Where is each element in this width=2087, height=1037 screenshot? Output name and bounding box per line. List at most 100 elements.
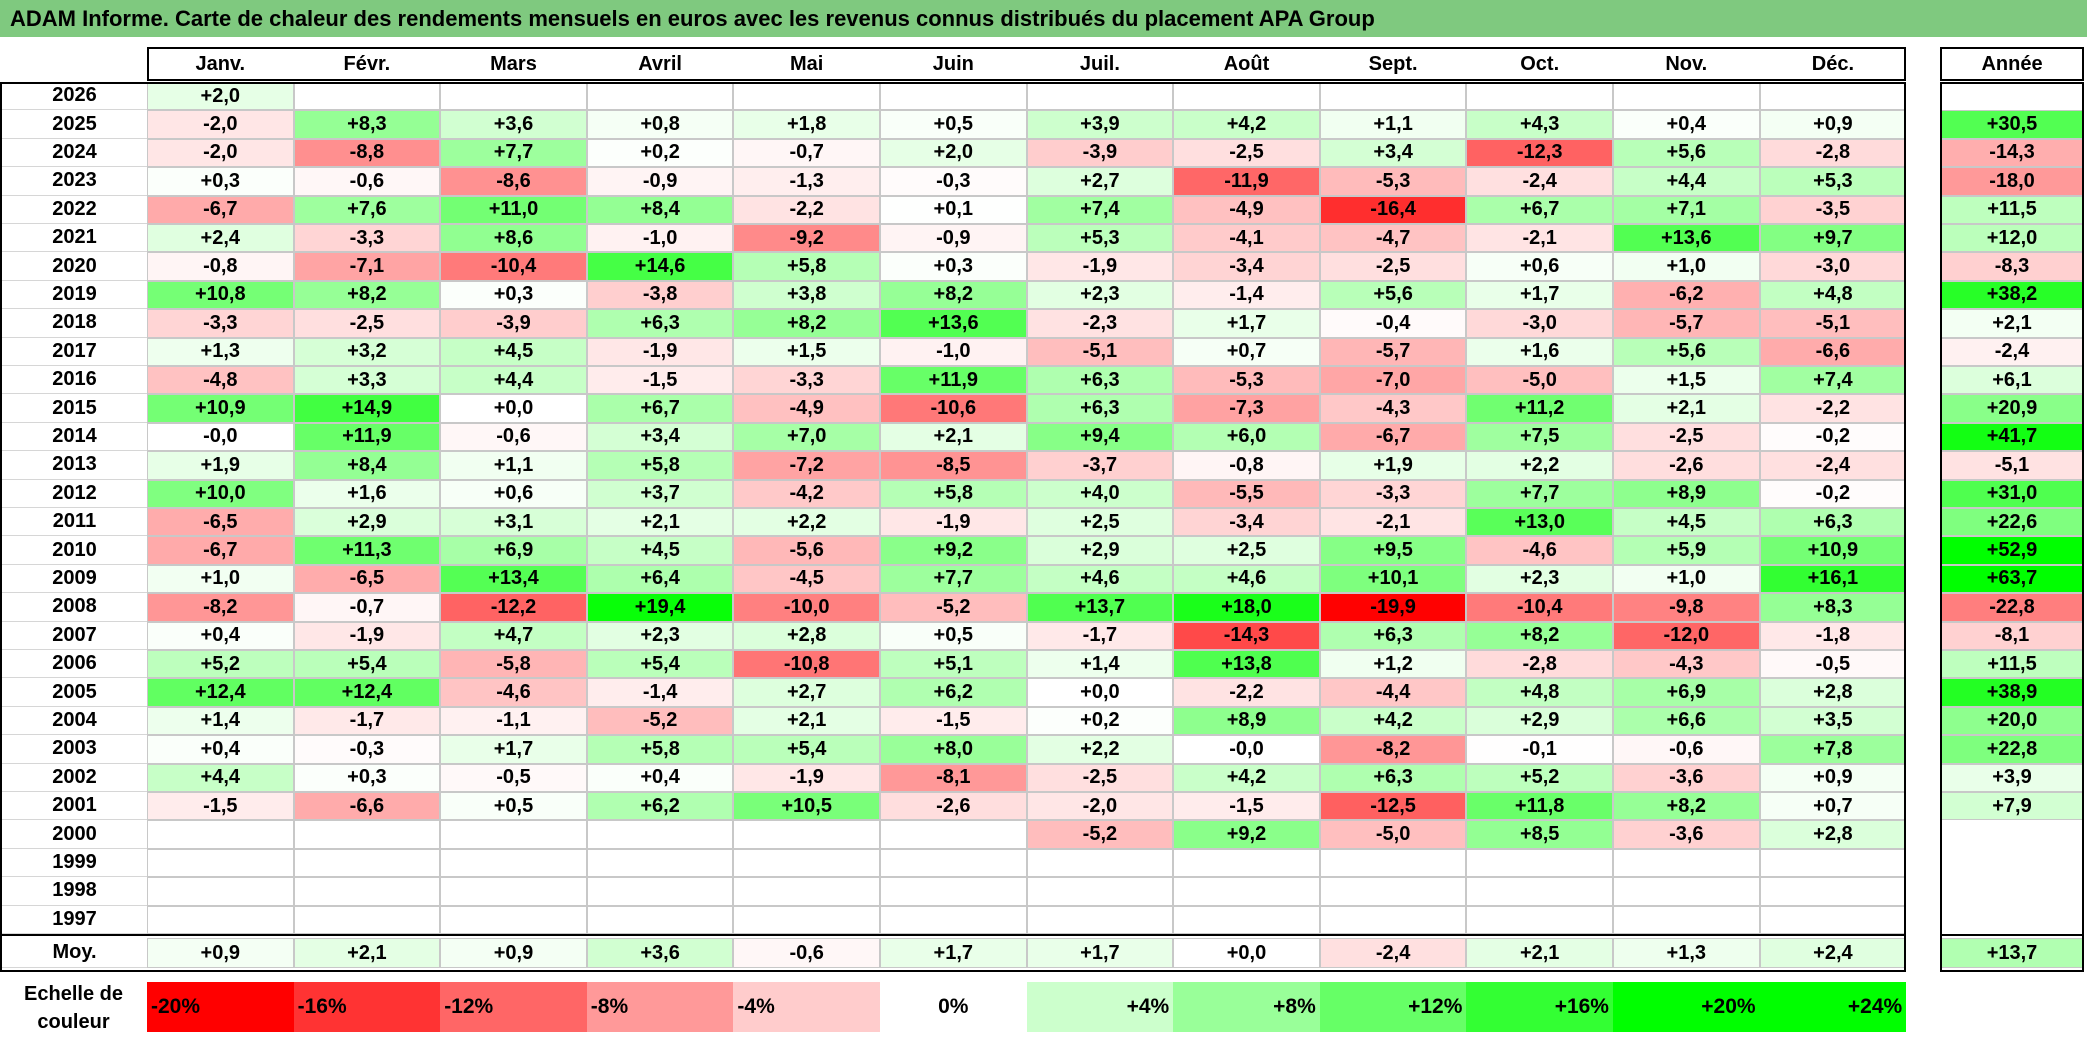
heatmap-cell bbox=[880, 848, 1027, 878]
heatmap-cell: -10,4 bbox=[440, 252, 587, 281]
month-header: Févr. bbox=[343, 52, 391, 75]
heatmap-cell: +8,2 bbox=[293, 280, 441, 310]
heatmap-cell: -5,3 bbox=[1173, 366, 1320, 395]
heatmap-cell: -3,0 bbox=[1759, 252, 1907, 281]
heatmap-cell: +2,8 bbox=[1759, 820, 1907, 849]
heatmap-cell: -7,3 bbox=[1173, 394, 1320, 423]
heatmap-cell bbox=[1613, 877, 1760, 906]
heatmap-cell: +2,9 bbox=[293, 508, 441, 537]
heatmap-cell bbox=[1026, 82, 1174, 111]
month-header: Août bbox=[1223, 52, 1270, 75]
heatmap-cell bbox=[1759, 905, 1907, 934]
heatmap-cell: -6,2 bbox=[1613, 280, 1760, 310]
annual-cell: +11,5 bbox=[1940, 195, 2084, 224]
heatmap-cell: -7,1 bbox=[293, 252, 441, 281]
heatmap-cell bbox=[733, 82, 880, 111]
heatmap-cell: -3,9 bbox=[440, 309, 587, 338]
heatmap-cell: +16,1 bbox=[1759, 564, 1907, 594]
heatmap-cell: +1,1 bbox=[440, 451, 587, 480]
heatmap-cell: -5,5 bbox=[1173, 479, 1320, 508]
heatmap-cell: +5,1 bbox=[880, 650, 1027, 679]
heatmap-cell: +2,1 bbox=[586, 508, 734, 537]
month-header: Juil. bbox=[1079, 52, 1120, 75]
heatmap-cell: +2,3 bbox=[586, 621, 734, 650]
heatmap-cell: +13,6 bbox=[1613, 224, 1760, 253]
heatmap-cell: -0,6 bbox=[440, 422, 587, 452]
heatmap-cell: +5,3 bbox=[1026, 224, 1174, 253]
year-label: 2017 bbox=[2, 338, 147, 366]
heatmap-cell: -4,6 bbox=[440, 678, 587, 707]
heatmap-cell: -1,5 bbox=[880, 706, 1027, 736]
heatmap-cell: -1,9 bbox=[293, 621, 441, 650]
scale-swatch: +8% bbox=[1173, 982, 1320, 1032]
heatmap-cell bbox=[293, 848, 441, 878]
heatmap-cell: +7,4 bbox=[1759, 366, 1907, 395]
heatmap-cell bbox=[1026, 905, 1174, 934]
heatmap-cell: +2,2 bbox=[733, 508, 880, 537]
year-label: 2015 bbox=[2, 394, 147, 423]
heatmap-cell: +10,1 bbox=[1319, 564, 1467, 594]
heatmap-cell: +8,0 bbox=[880, 735, 1027, 764]
annual-cell: -2,4 bbox=[1940, 337, 2084, 366]
heatmap-cell: +4,4 bbox=[440, 366, 587, 395]
heatmap-cell bbox=[1026, 848, 1174, 878]
heatmap-cell bbox=[293, 82, 441, 111]
year-label: 2016 bbox=[2, 366, 147, 395]
annual-cell: +22,6 bbox=[1940, 508, 2084, 537]
heatmap-cell: -8,2 bbox=[147, 593, 294, 622]
heatmap-cell: -1,9 bbox=[733, 763, 880, 792]
annual-cell: +38,9 bbox=[1940, 678, 2084, 707]
heatmap-cell bbox=[1319, 848, 1467, 878]
heatmap-cell: -2,5 bbox=[1173, 138, 1320, 168]
heatmap-cell bbox=[440, 905, 587, 934]
average-label: Moy. bbox=[2, 938, 147, 968]
heatmap-cell: -10,4 bbox=[1466, 593, 1613, 622]
annual-cell: +22,8 bbox=[1940, 735, 2084, 764]
scale-swatch: +4% bbox=[1026, 982, 1174, 1032]
heatmap-cell: +7,7 bbox=[1466, 479, 1613, 508]
year-label: 2000 bbox=[2, 820, 147, 849]
heatmap-cell: -2,3 bbox=[1026, 309, 1174, 338]
annual-cell: +11,5 bbox=[1940, 650, 2084, 679]
heatmap-cell: +1,5 bbox=[733, 337, 880, 366]
heatmap-cell: +4,2 bbox=[1319, 706, 1467, 736]
heatmap-cell: +10,9 bbox=[1759, 536, 1907, 565]
heatmap-cell bbox=[1319, 905, 1467, 934]
heatmap-cell: +6,7 bbox=[586, 394, 734, 423]
heatmap-cell bbox=[586, 848, 734, 878]
heatmap-cell: +3,8 bbox=[733, 280, 880, 310]
heatmap-cell: -3,9 bbox=[1026, 138, 1174, 168]
heatmap-cell: -2,4 bbox=[1759, 451, 1907, 480]
heatmap-cell: -1,9 bbox=[586, 337, 734, 366]
year-label: 2024 bbox=[2, 139, 147, 168]
heatmap-cell: +4,8 bbox=[1466, 678, 1613, 707]
heatmap-cell: +6,3 bbox=[1319, 621, 1467, 650]
year-label: 2019 bbox=[2, 281, 147, 310]
heatmap-cell: -4,7 bbox=[1319, 224, 1467, 253]
annual-cell: +38,2 bbox=[1940, 280, 2084, 310]
year-label: 2011 bbox=[2, 508, 147, 537]
heatmap-cell: -2,4 bbox=[1466, 167, 1613, 196]
heatmap-cell: +0,3 bbox=[293, 763, 441, 792]
heatmap-cell bbox=[440, 82, 587, 111]
average-cell: +0,0 bbox=[1173, 938, 1320, 968]
year-label: 2007 bbox=[2, 622, 147, 650]
heatmap-cell: +2,3 bbox=[1026, 280, 1174, 310]
heatmap-cell: +0,8 bbox=[586, 110, 734, 139]
year-label: 2001 bbox=[2, 792, 147, 821]
heatmap-cell: -2,6 bbox=[1613, 451, 1760, 480]
heatmap-cell: -5,7 bbox=[1319, 337, 1467, 366]
heatmap-cell: +0,2 bbox=[1026, 706, 1174, 736]
heatmap-cell: +10,0 bbox=[147, 479, 294, 508]
heatmap-cell: +1,6 bbox=[1466, 337, 1613, 366]
heatmap-cell: +0,1 bbox=[880, 195, 1027, 224]
heatmap-cell: -2,0 bbox=[147, 110, 294, 139]
heatmap-cell: -2,5 bbox=[293, 309, 441, 338]
heatmap-cell: +5,9 bbox=[1613, 536, 1760, 565]
heatmap-cell bbox=[440, 877, 587, 906]
heatmap-cell: +6,9 bbox=[1613, 678, 1760, 707]
heatmap-cell: -0,1 bbox=[1466, 735, 1613, 764]
heatmap-cell bbox=[147, 820, 294, 849]
heatmap-cell bbox=[1466, 905, 1613, 934]
